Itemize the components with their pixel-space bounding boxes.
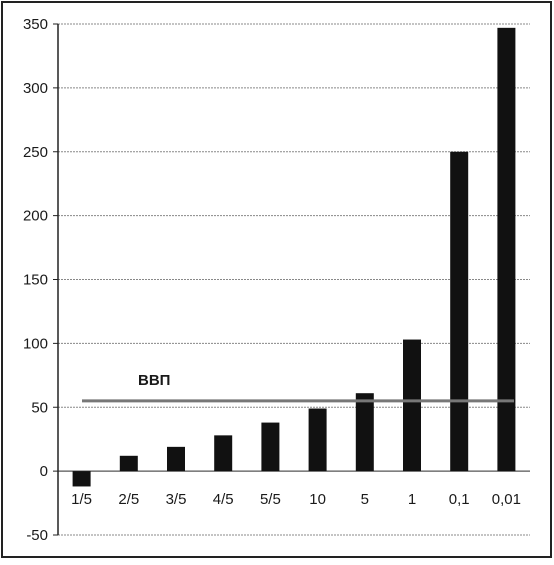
- bar: [403, 339, 421, 472]
- bar: [119, 455, 138, 472]
- y-tick-label: 100: [23, 335, 48, 352]
- y-tick-label: 250: [23, 144, 48, 161]
- x-axis: 1/5 2/5 3/5 4/5 5/5 10 5 1 0,1 0,01: [71, 491, 521, 508]
- x-tick-label: 1: [408, 491, 416, 508]
- bar: [261, 422, 280, 472]
- bar: [72, 471, 91, 487]
- x-tick-label: 3/5: [166, 491, 187, 508]
- x-tick-label: 4/5: [213, 491, 234, 508]
- reference-line-group: ВВП: [82, 372, 514, 403]
- bar: [308, 408, 327, 472]
- x-tick-label: 10: [309, 491, 326, 508]
- bar: [355, 393, 374, 472]
- bar: [214, 435, 233, 472]
- bars: [72, 27, 516, 487]
- x-tick-label: 5: [361, 491, 369, 508]
- y-tick-label: 200: [23, 208, 48, 225]
- x-tick-label: 1/5: [71, 491, 92, 508]
- y-tick-label: 150: [23, 272, 48, 289]
- y-tick-label: 300: [23, 80, 48, 97]
- y-tick-label: 0: [40, 463, 48, 480]
- gdp-reference-label: ВВП: [138, 372, 170, 389]
- bar: [497, 27, 516, 472]
- x-tick-label: 2/5: [118, 491, 139, 508]
- y-tick-label: 50: [31, 399, 48, 416]
- x-tick-label: 0,01: [492, 491, 521, 508]
- y-tick-label: -50: [26, 527, 48, 544]
- bar: [167, 446, 185, 472]
- y-tick-label: 350: [23, 16, 48, 33]
- x-tick-label: 0,1: [449, 491, 470, 508]
- x-tick-label: 5/5: [260, 491, 281, 508]
- bar: [450, 151, 469, 472]
- y-axis: -50 0 50 100 150 200 250 300 350: [23, 16, 59, 544]
